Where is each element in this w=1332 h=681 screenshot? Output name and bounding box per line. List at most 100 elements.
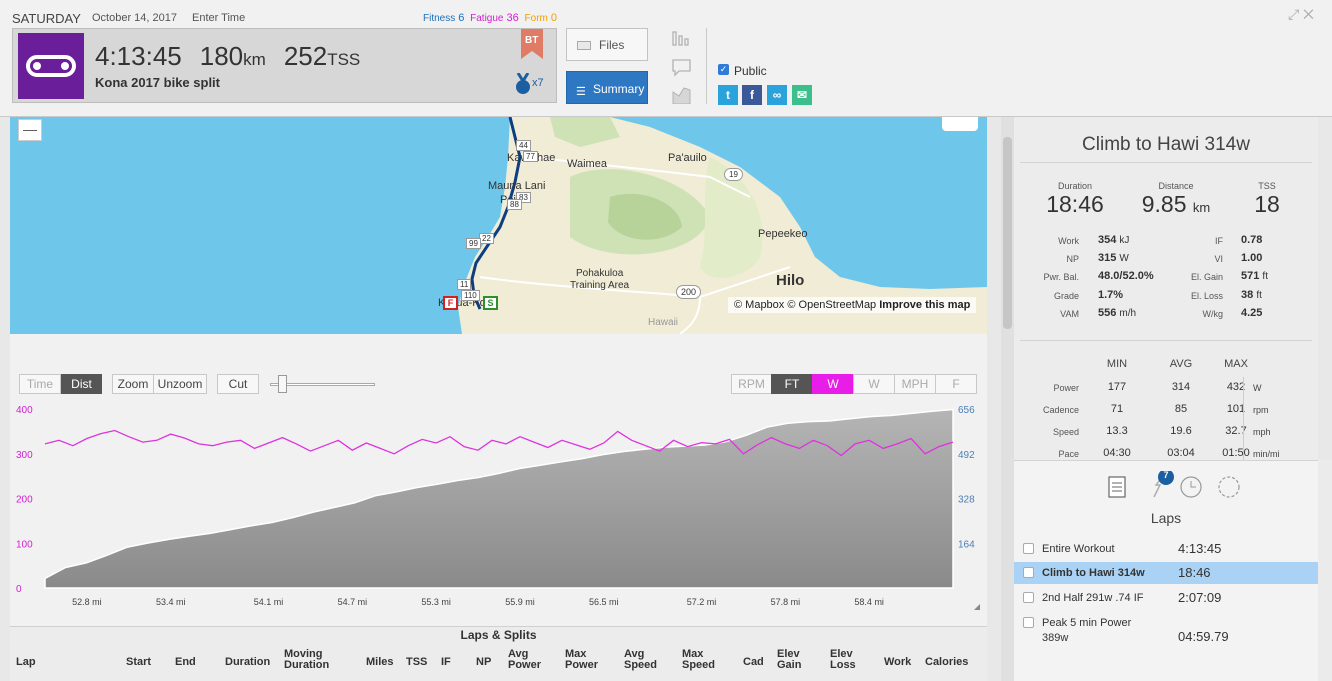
improve-map-link[interactable]: Improve this map	[879, 299, 971, 311]
expand-icon[interactable]: ⤢	[1288, 6, 1300, 22]
channel-f-toggle[interactable]: F	[935, 374, 977, 394]
map-layers-icon[interactable]	[942, 117, 978, 131]
minmax-label: Speed	[1052, 427, 1079, 437]
channel-power-toggle[interactable]: W	[812, 374, 854, 394]
public-label: Public	[734, 64, 767, 78]
map-zoom-out-button[interactable]: —	[18, 119, 42, 141]
minmax-min: 13.3	[1106, 425, 1128, 437]
panel-tab-icons	[1108, 471, 1240, 498]
twitter-share-icon[interactable]: t	[718, 85, 738, 105]
map-label-mauna-lani: Mauna Lani	[488, 180, 546, 192]
lap-checkbox[interactable]	[1023, 567, 1034, 578]
bt-bookmark-icon[interactable]	[521, 29, 543, 59]
lap-row[interactable]: Entire Workout 4:13:45	[1014, 538, 1318, 560]
form-label: Form	[524, 13, 548, 24]
notes-icon[interactable]	[1108, 476, 1126, 498]
distance-axis-toggle[interactable]: Dist	[61, 374, 102, 394]
medal-icon[interactable]	[515, 73, 531, 95]
minmax-avg: 314	[1171, 381, 1191, 393]
finish-marker[interactable]: F	[443, 296, 458, 310]
road-shield-83: 83	[516, 192, 531, 203]
metric-unit: ft	[1256, 290, 1262, 301]
bt-badge-label: BT	[525, 35, 539, 46]
channel-ft-toggle[interactable]: FT	[771, 374, 813, 394]
lap-row[interactable]: Climb to Hawi 314w 18:46	[1014, 562, 1318, 584]
summary-button-label: Summary	[593, 82, 645, 96]
start-marker[interactable]: S	[483, 296, 498, 310]
header-divider	[706, 28, 707, 104]
enter-time-link[interactable]: Enter Time	[192, 12, 246, 24]
col-avg-power[interactable]: Avg Power	[508, 648, 542, 671]
lap-row[interactable]: 2nd Half 291w .74 IF 2:07:09	[1014, 587, 1318, 609]
col-moving-duration[interactable]: Moving Duration	[284, 648, 330, 671]
col-calories[interactable]: Calories	[925, 656, 969, 668]
bar-chart-icon[interactable]	[672, 31, 689, 46]
clock-icon[interactable]	[1180, 476, 1202, 498]
road-shield-19: 19	[724, 168, 743, 181]
col-max-power[interactable]: Max Power	[565, 648, 599, 671]
metric-label: Work	[1058, 236, 1079, 246]
col-duration[interactable]: Duration	[225, 656, 271, 668]
close-icon[interactable]: ✕	[1303, 6, 1314, 22]
col-miles[interactable]: Miles	[366, 656, 394, 668]
road-shield-88: 88	[507, 199, 522, 210]
cut-button[interactable]: Cut	[217, 374, 259, 394]
road-shield-44: 44	[516, 140, 531, 151]
col-lap[interactable]: Lap	[16, 656, 36, 668]
minmax-max: 32.7	[1225, 425, 1247, 437]
metric-number: 0.78	[1241, 234, 1263, 246]
workout-chart[interactable]: 0 100 200 300 400 164 328 492 656 52.8 mi 53.4 mi 5…	[10, 394, 987, 626]
x-tick-label: 57.8 mi	[771, 597, 801, 607]
col-avg-speed[interactable]: Avg Speed	[624, 648, 658, 671]
workout-day: SATURDAY	[12, 11, 81, 26]
lap-row[interactable]: Peak 5 min Power 389w 04:59.79	[1014, 612, 1318, 650]
col-elev-gain[interactable]: Elev Gain	[777, 648, 802, 671]
time-axis-toggle[interactable]: Time	[19, 374, 61, 394]
col-max-speed[interactable]: Max Speed	[682, 648, 716, 671]
minmax-min: 177	[1107, 381, 1127, 393]
col-start[interactable]: Start	[126, 656, 152, 668]
files-button[interactable]: Files	[566, 28, 648, 61]
metric-label: Pwr. Bal.	[1043, 272, 1079, 282]
col-if[interactable]: IF	[441, 656, 451, 668]
avg-header: AVG	[1169, 358, 1193, 370]
lap-checkbox[interactable]	[1023, 617, 1034, 628]
col-np[interactable]: NP	[476, 656, 492, 668]
dashed-circle-icon[interactable]	[1218, 476, 1240, 498]
osm-credit[interactable]: © OpenStreetMap	[787, 299, 877, 311]
col-cadence[interactable]: Cad	[743, 656, 764, 668]
facebook-share-icon[interactable]: f	[742, 85, 762, 105]
power-line	[44, 429, 954, 457]
comment-icon[interactable]	[672, 59, 691, 77]
unzoom-button[interactable]: Unzoom	[153, 374, 207, 394]
channel-w-toggle[interactable]: W	[853, 374, 895, 394]
file-icon	[577, 41, 591, 50]
main-scrollbar-thumb[interactable]	[1003, 137, 1012, 329]
lap-time: 18:46	[1178, 565, 1211, 580]
minmax-unit: mph	[1253, 427, 1271, 437]
channel-mph-toggle[interactable]: MPH	[894, 374, 936, 394]
smoothing-slider-thumb[interactable]	[278, 375, 287, 393]
y-right-tick-label: 656	[958, 405, 975, 416]
channel-rpm-toggle[interactable]: RPM	[731, 374, 772, 394]
laps-panel-scrollbar[interactable]	[1318, 460, 1332, 681]
smoothing-slider-track[interactable]	[270, 383, 375, 386]
link-share-icon[interactable]: ∞	[767, 85, 787, 105]
summary-button[interactable]: ☰ Summary	[566, 71, 648, 104]
email-share-icon[interactable]: ✉	[792, 85, 812, 105]
lap-name: Climb to Hawi 314w	[1042, 567, 1145, 579]
lap-checkbox[interactable]	[1023, 592, 1034, 603]
col-work[interactable]: Work	[884, 656, 912, 668]
peaks-lightning-icon[interactable]	[1153, 471, 1174, 498]
route-map[interactable]: — Kawaihae Waimea Pa'auilo Mauna Lani Po…	[10, 117, 987, 334]
col-elev-loss[interactable]: Elev Loss	[830, 648, 856, 671]
lap-checkbox[interactable]	[1023, 543, 1034, 554]
col-end[interactable]: End	[175, 656, 196, 668]
trend-chart-icon[interactable]	[672, 87, 691, 105]
mapbox-credit[interactable]: © Mapbox	[734, 299, 785, 311]
zoom-button[interactable]: Zoom	[112, 374, 154, 394]
public-checkbox[interactable]: ✓	[718, 64, 729, 75]
metric-label: El. Loss	[1190, 291, 1223, 301]
workout-title[interactable]: Kona 2017 bike split	[95, 75, 220, 90]
col-tss[interactable]: TSS	[406, 656, 428, 668]
